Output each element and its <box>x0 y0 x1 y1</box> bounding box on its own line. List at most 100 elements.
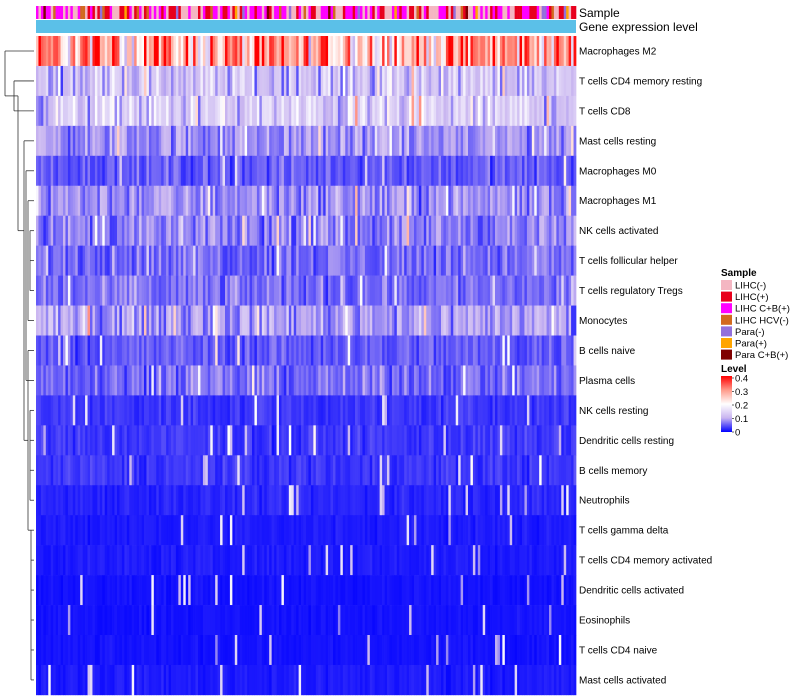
heatmap-cell <box>158 155 162 187</box>
heatmap-cell <box>234 575 238 606</box>
heatmap-cell <box>411 395 415 426</box>
heatmap-cell <box>210 635 214 666</box>
heatmap-cell <box>409 485 412 516</box>
heatmap-cell <box>573 605 577 636</box>
heatmap-cell <box>536 65 540 97</box>
heatmap-cell <box>323 605 326 636</box>
heatmap-cell <box>303 155 307 187</box>
heatmap-cell <box>198 305 201 336</box>
heatmap-cell <box>549 305 552 336</box>
heatmap-cell <box>487 155 491 187</box>
heatmap-cell <box>350 305 353 336</box>
heatmap-cell <box>256 125 260 157</box>
heatmap-cell <box>541 515 545 546</box>
heatmap-cell <box>134 515 137 546</box>
heatmap-cell <box>222 635 226 666</box>
heatmap-cell <box>202 125 206 157</box>
sample-annotation-cell <box>355 6 358 19</box>
heatmap-cell <box>225 65 228 97</box>
heatmap-cell <box>239 395 243 426</box>
heatmap-cell <box>504 125 508 157</box>
heatmap-cell <box>247 245 250 276</box>
heatmap-cell <box>97 425 101 456</box>
heatmap-cell <box>104 515 108 546</box>
heatmap-cell <box>80 485 83 516</box>
heatmap-cell <box>556 395 560 426</box>
heatmap-cell <box>539 545 542 576</box>
annotation-label-gene-expression: Gene expression level <box>579 20 698 34</box>
heatmap-cell <box>82 635 86 666</box>
heatmap-cell <box>372 36 376 67</box>
heatmap-cell <box>43 125 47 157</box>
heatmap-cell <box>507 125 511 157</box>
heatmap-cell <box>401 305 405 336</box>
heatmap-cell <box>121 425 125 456</box>
heatmap-cell <box>53 335 56 366</box>
heatmap-cell <box>75 545 79 576</box>
heatmap-cell <box>119 664 123 696</box>
heatmap-cell <box>374 36 378 67</box>
heatmap-cell <box>337 425 341 456</box>
heatmap-cell <box>207 305 211 336</box>
heatmap-cell <box>438 125 442 157</box>
heatmap-cell <box>428 575 432 606</box>
heatmap-cell <box>92 275 96 306</box>
heatmap-cell <box>335 365 339 396</box>
sample-annotation-cell <box>401 6 405 19</box>
heatmap-cell <box>107 515 110 546</box>
heatmap-cell <box>269 65 272 97</box>
heatmap-cell <box>48 605 52 636</box>
heatmap-cell <box>443 545 447 576</box>
heatmap-cell <box>99 95 103 127</box>
heatmap-cell <box>549 395 552 426</box>
heatmap-cell <box>296 515 299 546</box>
heatmap-cell <box>475 245 479 276</box>
heatmap-cell <box>504 425 508 456</box>
heatmap-cell <box>242 95 245 127</box>
heatmap-cell <box>463 635 466 666</box>
heatmap-cell <box>225 95 228 127</box>
heatmap-cell <box>237 545 241 576</box>
heatmap-cell <box>94 664 98 696</box>
heatmap-cell <box>573 545 577 576</box>
heatmap-cell <box>67 395 71 426</box>
heatmap-cell <box>60 485 64 516</box>
heatmap-cell <box>347 36 351 67</box>
heatmap-cell <box>306 425 309 456</box>
heatmap-cell <box>259 185 263 216</box>
heatmap-cell <box>399 185 403 216</box>
heatmap-cell <box>551 515 555 546</box>
heatmap-cell <box>522 95 525 127</box>
heatmap-cell <box>303 36 307 67</box>
heatmap-cell <box>104 605 108 636</box>
heatmap-cell <box>264 365 268 396</box>
heatmap-cell <box>48 425 52 456</box>
heatmap-cell <box>173 305 177 336</box>
heatmap-cell <box>234 155 238 187</box>
heatmap-cell <box>227 65 231 97</box>
heatmap-cell <box>148 275 152 306</box>
heatmap-cell <box>526 215 530 246</box>
heatmap-cell <box>134 664 137 696</box>
heatmap-cell <box>330 455 334 486</box>
heatmap-cell <box>499 605 503 636</box>
heatmap-cell <box>529 155 533 187</box>
heatmap-cell <box>509 305 513 336</box>
heatmap-cell <box>495 395 498 426</box>
heatmap-cell <box>102 664 106 696</box>
sample-annotation-cell <box>259 6 263 19</box>
heatmap-cell <box>114 335 118 366</box>
heatmap-cell <box>355 125 358 157</box>
heatmap-cell <box>490 575 493 606</box>
heatmap-cell <box>509 395 513 426</box>
heatmap-cell <box>190 335 194 366</box>
heatmap-cell <box>517 185 520 216</box>
heatmap-cell <box>389 605 393 636</box>
heatmap-cell <box>404 575 407 606</box>
heatmap-cell <box>65 125 69 157</box>
heatmap-cell <box>283 215 287 246</box>
heatmap-cell <box>94 425 98 456</box>
heatmap-cell <box>256 515 260 546</box>
heatmap-cell <box>389 215 393 246</box>
heatmap-cell <box>121 635 125 666</box>
